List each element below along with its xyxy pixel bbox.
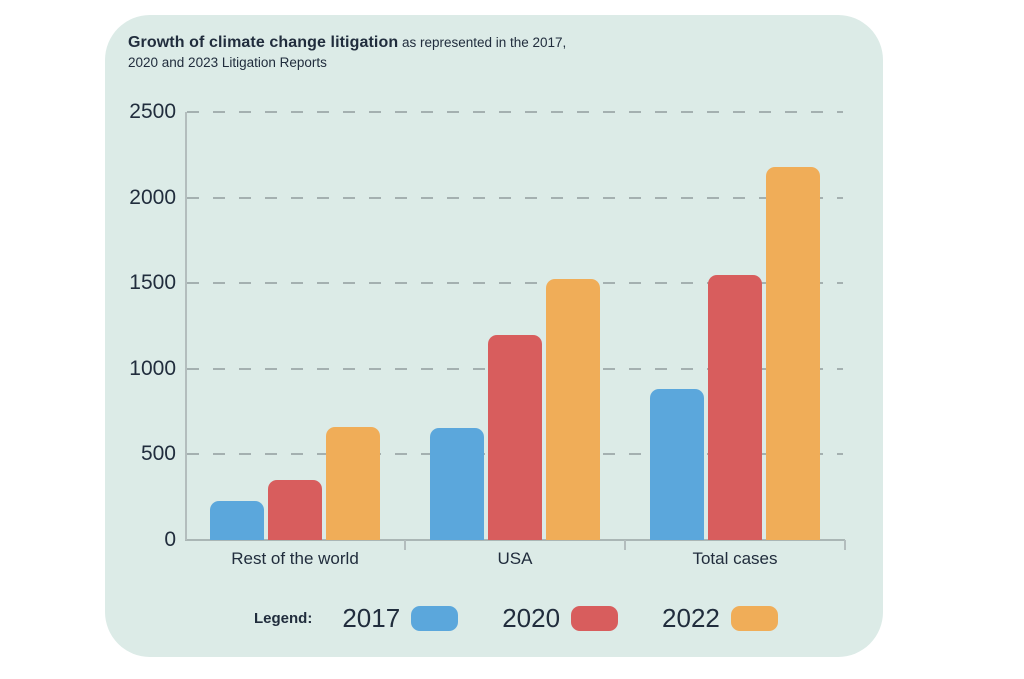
category-label: USA [497, 549, 533, 568]
y-axis-label: 0 [164, 528, 176, 551]
bar-2020-total-cases [708, 275, 762, 540]
bar-2017-usa [430, 428, 484, 540]
y-axis-line [185, 112, 187, 540]
legend: Legend: 2017 2020 2022 [254, 599, 822, 637]
plot-area [185, 111, 846, 550]
y-axis-label: 2000 [129, 186, 176, 209]
x-axis-tick [844, 540, 846, 550]
legend-swatch-2022 [730, 605, 778, 631]
legend-label: Legend: [254, 609, 313, 627]
legend-item-2017: 2017 [342, 602, 459, 634]
y-axis-label: 1000 [129, 357, 176, 380]
legend-year-label: 2020 [502, 602, 561, 633]
legend-item-2020: 2020 [502, 602, 619, 634]
x-axis-tick [404, 540, 406, 550]
y-axis-label: 500 [140, 442, 176, 465]
y-axis-label: 1500 [129, 271, 176, 294]
chart-title-main: Growth of climate change litigation [128, 34, 399, 51]
category-label: Rest of the world [231, 549, 359, 568]
gridline-2500 [187, 111, 843, 113]
legend-year-label: 2017 [342, 602, 401, 633]
bar-2022-usa [546, 279, 600, 540]
bar-2022-total-cases [766, 167, 820, 540]
x-axis-tick [624, 540, 626, 550]
legend-items: 2017 2020 2022 [342, 603, 822, 634]
legend-swatch-2020 [571, 605, 619, 631]
gridline-2000 [187, 196, 843, 199]
bar-2017-rest-of-the-world [210, 501, 264, 540]
x-axis-line [185, 539, 845, 541]
gridline-1500 [187, 282, 843, 285]
legend-year-label: 2022 [662, 602, 720, 633]
bar-2020-rest-of-the-world [268, 480, 322, 540]
y-axis-label: 2500 [129, 100, 176, 123]
category-label: Total cases [692, 549, 778, 568]
bar-2022-rest-of-the-world [326, 427, 380, 540]
legend-swatch-2017 [411, 605, 459, 631]
chart-title-line1: Growth of climate change litigation as r… [128, 34, 728, 52]
chart-title-subtitle-line2: 2020 and 2023 Litigation Reports [128, 55, 327, 70]
bar-2017-total-cases [650, 389, 704, 540]
chart-title-subtitle: as represented in the 2017, [398, 35, 567, 50]
bar-2020-usa [488, 335, 542, 540]
legend-item-2022: 2022 [662, 603, 778, 634]
chart-title: Growth of climate change litigation as r… [128, 34, 728, 70]
